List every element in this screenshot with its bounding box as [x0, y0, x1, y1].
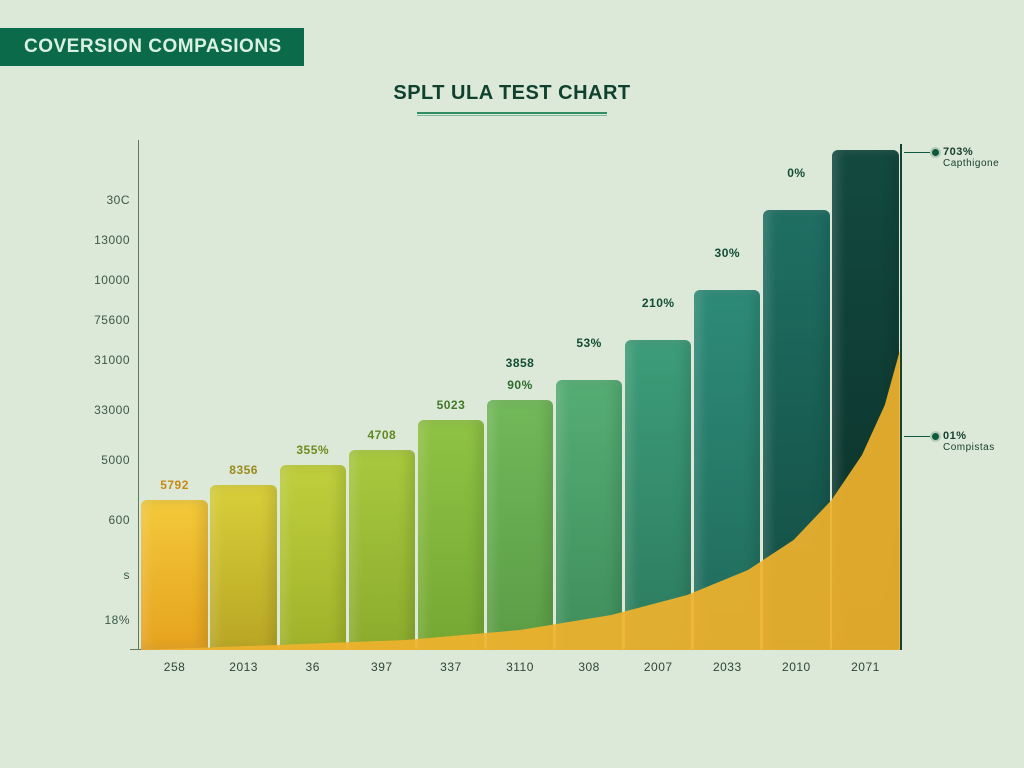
- bar-wrap: 4708397: [347, 150, 416, 650]
- bar: 53%308: [556, 380, 622, 650]
- callout-leader-line: [904, 152, 930, 153]
- bar-wrap: 0%2010: [762, 150, 831, 650]
- bar: 210%2007: [625, 340, 691, 650]
- x-tick-label: 337: [418, 660, 484, 674]
- x-tick-label: 2007: [625, 660, 691, 674]
- bar-value-label: 8356: [210, 463, 276, 477]
- callout: 01%Compistas: [932, 430, 995, 453]
- x-tick-label: 2071: [832, 660, 898, 674]
- header-banner: COVERSION COMPASIONS: [0, 28, 304, 66]
- callout-dot-icon: [932, 149, 939, 156]
- bars-container: 579225883562013355%364708397502333790%38…: [140, 150, 900, 650]
- bar-wrap: 90%38583110: [485, 150, 554, 650]
- bar-wrap: 2071: [831, 150, 900, 650]
- bar-value-label: 4708: [349, 428, 415, 442]
- callout-value: 703%: [943, 146, 973, 158]
- bar-wrap: 83562013: [209, 150, 278, 650]
- y-tick-label: 75600: [50, 313, 130, 327]
- header-banner-text: COVERSION COMPASIONS: [24, 36, 282, 57]
- bar: 5792258: [141, 500, 207, 650]
- x-tick-label: 3110: [487, 660, 553, 674]
- bar-wrap: 30%2033: [693, 150, 762, 650]
- bar-above-label: 210%: [625, 296, 691, 310]
- callout-leader-line: [904, 436, 930, 437]
- bar-value-label: 5023: [418, 398, 484, 412]
- y-tick-label: 18%: [50, 613, 130, 627]
- bar: 83562013: [210, 485, 276, 650]
- callout-sub: Compistas: [943, 442, 995, 453]
- x-tick-label: 36: [280, 660, 346, 674]
- bar: 5023337: [418, 420, 484, 650]
- chart-subtitle: SPLT ULA TEST CHART: [0, 82, 1024, 105]
- bar-above-label: 0%: [763, 166, 829, 180]
- bar-value-label: 90%: [487, 378, 553, 392]
- bar-wrap: 210%2007: [624, 150, 693, 650]
- bar: 90%38583110: [487, 400, 553, 650]
- bar: 2071: [832, 150, 898, 650]
- y-tick-label: s: [50, 568, 130, 582]
- callout-value: 01%: [943, 430, 967, 442]
- bar: 0%2010: [763, 210, 829, 650]
- x-tick-label: 2010: [763, 660, 829, 674]
- bar-wrap: 5792258: [140, 150, 209, 650]
- right-axis: [900, 144, 902, 650]
- y-axis: [138, 140, 139, 650]
- bar-value-label: 355%: [280, 443, 346, 457]
- y-tick-label: 30C: [50, 193, 130, 207]
- x-tick-label: 2033: [694, 660, 760, 674]
- bar-above-label: 3858: [487, 356, 553, 370]
- y-tick-label: 31000: [50, 353, 130, 367]
- y-tick-label: 5000: [50, 453, 130, 467]
- bar: 30%2033: [694, 290, 760, 650]
- bar-wrap: 5023337: [416, 150, 485, 650]
- bar: 4708397: [349, 450, 415, 650]
- bar-above-label: 30%: [694, 246, 760, 260]
- bar-wrap: 355%36: [278, 150, 347, 650]
- y-tick-label: 33000: [50, 403, 130, 417]
- y-tick-label: 13000: [50, 233, 130, 247]
- chart-plot-area: 30C13000100007560031000330005000600s18% …: [140, 150, 900, 680]
- subtitle-underline: [417, 112, 607, 116]
- callout-sub: Capthigone: [943, 158, 999, 169]
- bar: 355%36: [280, 465, 346, 650]
- y-tick-label: 600: [50, 513, 130, 527]
- bar-above-label: 53%: [556, 336, 622, 350]
- bar-value-label: 5792: [141, 478, 207, 492]
- x-tick-label: 397: [349, 660, 415, 674]
- x-tick-label: 258: [141, 660, 207, 674]
- x-tick-label: 2013: [210, 660, 276, 674]
- y-tick-label: 10000: [50, 273, 130, 287]
- bar-wrap: 53%308: [555, 150, 624, 650]
- x-tick-label: 308: [556, 660, 622, 674]
- callout: 703%Capthigone: [932, 146, 999, 169]
- callout-dot-icon: [932, 433, 939, 440]
- chart-subtitle-text: SPLT ULA TEST CHART: [393, 82, 630, 104]
